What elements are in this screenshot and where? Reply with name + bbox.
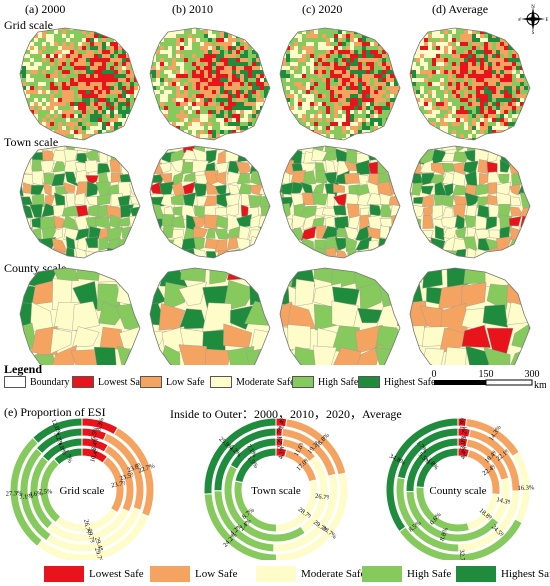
donut-value-label: 26.7% bbox=[315, 493, 333, 502]
donut-value-label: 32.7% bbox=[458, 549, 466, 560]
donut-town-scale: 4.1%17.0%28.7%28.7%21.5%2.2% 11.6%26.7%42… bbox=[203, 418, 349, 560]
donut-segment bbox=[41, 437, 83, 463]
panel-label-b: (b) 2010 bbox=[172, 2, 213, 16]
donut-grid-scale: 10.4%23.7%26.7%27.5%11.7%8.4%23.5%29.7%2… bbox=[6, 418, 156, 560]
legend-label: High Safe bbox=[318, 376, 359, 388]
donut-value-label: 14.3% bbox=[496, 496, 514, 507]
panel-label-a: (a) 2000 bbox=[25, 2, 66, 16]
donut-value-label: 29.7% bbox=[93, 547, 104, 560]
donut-legend-item-high-safe: High Safe bbox=[362, 566, 451, 582]
donut-value-label: 2.2% bbox=[276, 435, 284, 450]
scale-bar: 0 150 300 km bbox=[432, 369, 547, 391]
donut-segment bbox=[396, 427, 459, 480]
legend-swatch bbox=[456, 566, 496, 582]
legend-swatch bbox=[72, 376, 94, 388]
donut-legend-item-lowest-safe: Lowest Safe bbox=[44, 566, 144, 582]
donut-center-label: County scale bbox=[429, 485, 486, 497]
donut-segment bbox=[53, 447, 83, 466]
donut-segment bbox=[385, 418, 459, 533]
donut-value-label: 23.5% bbox=[119, 471, 138, 483]
donut-legend: Lowest Safe Low Safe Moderate Safe High Saf… bbox=[0, 564, 550, 584]
donut-value-label: 1.9% bbox=[459, 418, 467, 429]
donut-legend-item-moderate-safe: Moderate Safe bbox=[256, 566, 365, 582]
legend-title: Legend bbox=[4, 362, 43, 376]
donut-value-label: 8.4% bbox=[90, 436, 100, 451]
donut-value-label: 6.5% bbox=[90, 425, 100, 440]
donut-segment bbox=[32, 418, 83, 445]
legend-item-lowest-safe: Lowest Safe bbox=[72, 376, 148, 388]
donut-center-label: Grid scale bbox=[60, 485, 105, 497]
legend-swatch bbox=[44, 566, 84, 582]
donut-value-label: 2.4% bbox=[278, 418, 286, 429]
legend-swatch bbox=[140, 376, 162, 388]
donut-value-label: 23.7% bbox=[111, 479, 129, 489]
legend-label: Moderate Safe bbox=[236, 376, 295, 388]
donut-legend-item-low-safe: Low Safe bbox=[150, 566, 237, 582]
legend-swatch bbox=[4, 376, 26, 388]
legend-item-high-safe: High Safe bbox=[292, 376, 358, 388]
donut-legend-item-highest-safe: Highest Safe bbox=[456, 566, 550, 582]
legend-label: Lowest Safe bbox=[98, 376, 148, 388]
legend-label: High Safe bbox=[407, 568, 452, 580]
compass-icon: N S E W bbox=[518, 5, 548, 34]
map-panels bbox=[19, 27, 531, 365]
legend-swatch bbox=[150, 566, 190, 582]
donut-value-label: 27.5% bbox=[36, 488, 54, 495]
legend-swatch bbox=[358, 376, 380, 388]
donut-segment bbox=[415, 447, 459, 488]
donut-segment bbox=[35, 427, 83, 455]
donut-segment bbox=[229, 437, 277, 470]
legend-item-highest-safe: Highest Safe bbox=[358, 376, 435, 388]
donut-value-label: 3.2% bbox=[461, 425, 469, 440]
donut-segment bbox=[405, 437, 459, 493]
legend-item-low-safe: Low Safe bbox=[140, 376, 205, 388]
panel-label-c: (c) 2020 bbox=[302, 2, 343, 16]
svg-text:S: S bbox=[532, 31, 535, 34]
row-label-grid: Grid scale bbox=[4, 18, 53, 32]
legend-swatch bbox=[210, 376, 232, 388]
donut-value-label: 24.6% bbox=[26, 490, 44, 498]
donut-value-label: 1.7% bbox=[276, 425, 284, 439]
legend-label: Highest Safe bbox=[384, 376, 436, 388]
donut-value-label: 27.3% bbox=[6, 490, 24, 498]
donut-value-label: 4.1% bbox=[278, 445, 287, 460]
donut-segment bbox=[213, 427, 277, 492]
legend-label: Moderate Safe bbox=[301, 568, 366, 580]
legend-label: Boundary bbox=[30, 376, 70, 388]
donut-segment bbox=[234, 447, 277, 484]
donut-segment bbox=[203, 418, 277, 495]
legend-label: Low Safe bbox=[166, 376, 205, 388]
legend-swatch bbox=[362, 566, 402, 582]
panel-label-d: (d) Average bbox=[432, 2, 489, 16]
legend-swatch bbox=[292, 376, 314, 388]
donut-county-scale: 4.4%22.4%18.8%30.6%23.8%3.0%18.4%14.3%38… bbox=[385, 418, 535, 560]
donut-value-label: 26.7% bbox=[82, 519, 92, 537]
esi-donut-charts: 10.4%23.7%26.7%27.5%11.7%8.4%23.5%29.7%2… bbox=[6, 418, 535, 560]
donut-value-label: 8.3% bbox=[95, 418, 105, 432]
donut-value-label: 27.1% bbox=[16, 493, 34, 502]
donut-center-label: Town scale bbox=[251, 485, 301, 497]
legend-label: Highest Safe bbox=[501, 568, 550, 580]
legend-label: Low Safe bbox=[195, 568, 238, 580]
legend-swatch bbox=[256, 566, 296, 582]
donut-value-label: 4.4% bbox=[460, 445, 469, 460]
legend-label: Lowest Safe bbox=[89, 568, 144, 580]
section-e-title: (e) Proportion of ESI bbox=[4, 405, 106, 419]
svg-text:N: N bbox=[531, 5, 535, 10]
section-e-subtitle: Inside to Outer：2000，2010，2020，Average bbox=[170, 407, 402, 421]
svg-text:E: E bbox=[545, 18, 548, 23]
map-legend: Boundary Lowest Safe Low Safe Moderate Safe… bbox=[0, 374, 435, 394]
donut-value-label: 16.3% bbox=[517, 484, 535, 492]
donut-value-label: 29.7% bbox=[86, 528, 96, 546]
legend-item-boundary: Boundary bbox=[4, 376, 69, 388]
svg-text:W: W bbox=[518, 18, 522, 23]
row-label-town: Town scale bbox=[4, 135, 59, 149]
legend-item-moderate-safe: Moderate Safe bbox=[210, 376, 295, 388]
donut-value-label: 3.0% bbox=[459, 435, 467, 450]
